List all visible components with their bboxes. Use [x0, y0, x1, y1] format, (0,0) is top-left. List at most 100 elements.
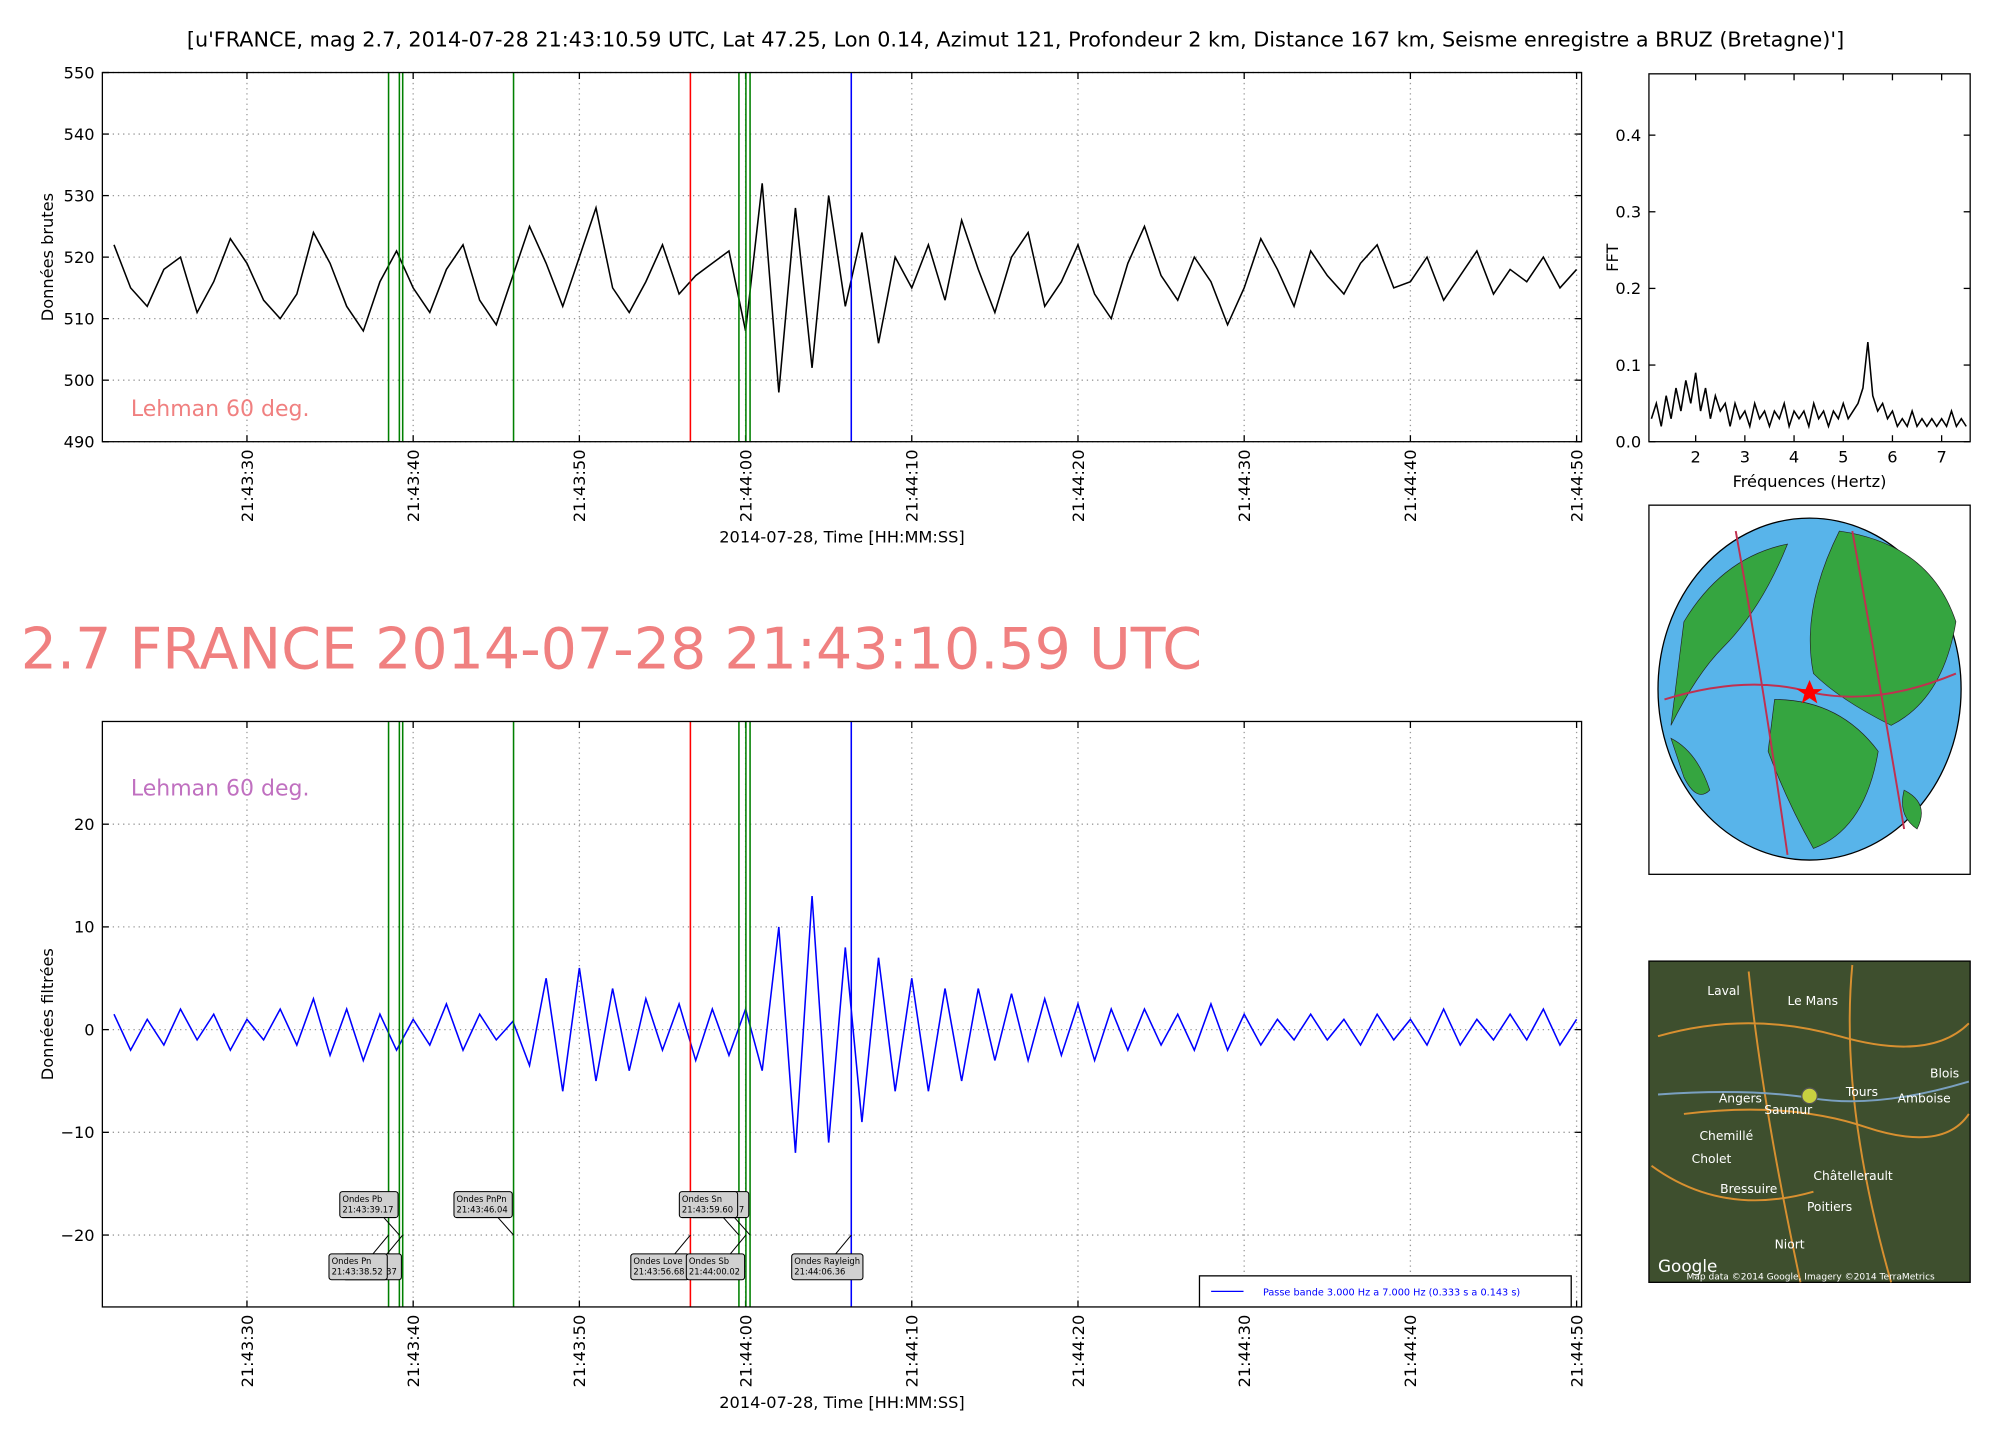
annotation-name: Ondes Love	[633, 1256, 682, 1266]
x-axis-label: 2014-07-28, Time [HH:MM:SS]	[719, 528, 965, 547]
annotation-arrow	[734, 1217, 751, 1236]
y-axis-label: FFT	[1603, 244, 1622, 272]
map-label: Laval	[1707, 984, 1740, 998]
x-tick-label: 21:43:30	[238, 1315, 257, 1388]
x-tick-label: 5	[1838, 447, 1848, 466]
annotation-name: Ondes PnPn	[457, 1194, 507, 1204]
x-tick-label: 21:43:40	[404, 1315, 423, 1388]
map-frame	[1648, 960, 1971, 1283]
annotation-box	[453, 1191, 513, 1219]
land	[1902, 789, 1922, 830]
data-line	[113, 183, 1578, 393]
y-tick-label: 520	[64, 248, 95, 267]
x-tick-label: 3	[1740, 447, 1750, 466]
annotation-arrow	[674, 1234, 691, 1255]
y-tick-label: 20	[74, 815, 95, 834]
map-label: Map data ©2014 Google, Imagery ©2014 Ter…	[1687, 1273, 1936, 1283]
x-tick-label: 21:44:00	[736, 449, 755, 522]
annotation-time: 21:43:56.68	[633, 1267, 684, 1277]
map-label: Châtellerault	[1813, 1169, 1893, 1183]
annotation-arrow	[729, 1234, 747, 1255]
annotation-arrow	[722, 1217, 740, 1236]
chart-title: [u'FRANCE, mag 2.7, 2014-07-28 21:43:10.…	[187, 28, 1844, 52]
annotation-arrow	[835, 1234, 852, 1255]
globe-panel	[1648, 504, 1971, 875]
y-tick-label: −10	[60, 1123, 94, 1142]
y-tick-label: 0.2	[1615, 279, 1641, 298]
map-label: Cholet	[1692, 1152, 1732, 1166]
annotation-box	[791, 1253, 864, 1281]
y-tick-label: 490	[64, 433, 95, 452]
epicenter	[1796, 680, 1823, 704]
map-label: Google	[1658, 1256, 1717, 1276]
annotation-box	[339, 1191, 399, 1219]
x-axis-label: Fréquences (Hertz)	[1733, 472, 1887, 491]
y-tick-label: 500	[64, 371, 95, 390]
annotation-time: 21:43:39.17	[342, 1204, 393, 1214]
plot-frame	[101, 720, 1583, 1308]
x-tick-label: 21:44:40	[1401, 1315, 1420, 1388]
x-tick-label: 21:43:50	[570, 449, 589, 522]
map-label: Tours	[1845, 1085, 1878, 1099]
map-label: Niort	[1775, 1238, 1805, 1252]
x-tick-label: 21:44:20	[1069, 449, 1088, 522]
page-title: 2.7 FRANCE 2014-07-28 21:43:10.59 UTC	[21, 616, 1202, 682]
x-tick-label: 21:44:30	[1235, 1315, 1254, 1388]
map-label: Angers	[1719, 1091, 1762, 1105]
map-label: Bressuire	[1720, 1182, 1777, 1196]
y-tick-label: 530	[64, 186, 95, 205]
annotation-name: Ondes Pb	[342, 1194, 382, 1204]
x-tick-label: 6	[1887, 447, 1897, 466]
y-tick-label: 0.1	[1615, 356, 1641, 375]
annotation-box	[678, 1191, 739, 1219]
map-label: Chemillé	[1699, 1129, 1753, 1143]
annotation-name: Ondes Sn	[682, 1194, 722, 1204]
annotation: Lehman 60 deg.	[131, 776, 310, 801]
x-tick-label: 21:44:20	[1069, 1315, 1088, 1388]
y-tick-label: 510	[64, 309, 95, 328]
data-line	[1650, 341, 1967, 430]
annotation: Lehman 60 deg.	[131, 397, 310, 422]
x-tick-label: 21:44:10	[903, 1315, 922, 1388]
annotation-arrow	[386, 1234, 404, 1255]
land	[1670, 543, 1789, 726]
annotation-time: 21:43:46.04	[457, 1204, 508, 1214]
x-tick-label: 21:44:00	[736, 1315, 755, 1388]
land	[1670, 737, 1711, 795]
y-tick-label: 0.3	[1615, 203, 1641, 222]
plot-frame	[101, 71, 1583, 443]
x-tick-label: 21:44:50	[1567, 449, 1586, 522]
annotation-name: Ondes Sb	[689, 1256, 729, 1266]
annotation-time: 21:44:00.02	[689, 1267, 740, 1277]
map-label: Amboise	[1898, 1091, 1951, 1105]
legend-label: Passe bande 3.000 Hz a 7.000 Hz (0.333 s…	[1263, 1287, 1520, 1298]
y-tick-label: 0	[84, 1020, 94, 1039]
x-tick-label: 21:44:40	[1401, 449, 1420, 522]
road	[1650, 964, 1970, 1283]
y-tick-label: 0.0	[1615, 433, 1641, 452]
map-label: Saumur	[1764, 1103, 1813, 1117]
x-tick-label: 2	[1691, 447, 1701, 466]
x-tick-label: 21:44:50	[1567, 1315, 1586, 1388]
annotation-time: 21:43:38.52	[332, 1267, 383, 1277]
x-tick-label: 21:43:30	[238, 449, 257, 522]
y-tick-label: 0.4	[1615, 126, 1641, 145]
annotation-name: Ondes Pn	[332, 1256, 372, 1266]
x-tick-label: 21:43:50	[570, 1315, 589, 1388]
land	[1767, 699, 1879, 849]
annotation-name: Ondes Rayleigh	[794, 1256, 860, 1266]
x-tick-label: 21:43:40	[404, 449, 423, 522]
y-axis-label: Données brutes	[38, 193, 57, 321]
annotation-time: 21:44:06.36	[794, 1267, 845, 1277]
x-tick-label: 21:44:30	[1235, 449, 1254, 522]
plot-frame	[1648, 73, 1971, 443]
map-label: Poitiers	[1807, 1200, 1852, 1214]
annotation-arrow	[497, 1217, 514, 1236]
y-tick-label: 10	[74, 918, 95, 937]
x-tick-label: 7	[1936, 447, 1946, 466]
annotation-time: 21:43:59.60	[682, 1204, 733, 1214]
legend-box	[1198, 1275, 1572, 1308]
map-label: Blois	[1930, 1067, 1959, 1081]
